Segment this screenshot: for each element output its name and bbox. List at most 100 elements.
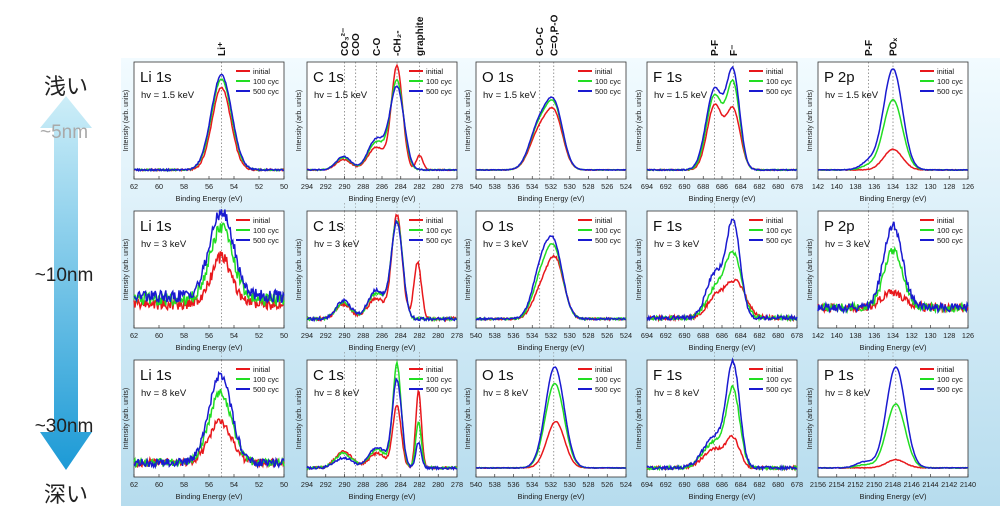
y-axis-label: Intensity (arb. units) [636, 239, 643, 300]
spectrum-panel: 62 60 58 56 54 52 50 Binding Energy (eV) Intensi… [123, 209, 288, 352]
x-tick-label: 536 [507, 331, 519, 340]
x-tick-label: 60 [155, 182, 163, 191]
plot-frame [646, 61, 798, 180]
legend-entry: initial [253, 365, 270, 374]
x-tick-label: 534 [526, 480, 538, 489]
photon-energy-label: hv = 3 keV [141, 239, 187, 250]
x-tick-label: 690 [678, 182, 690, 191]
y-axis-label: Intensity (arb. units) [123, 239, 130, 300]
photon-energy-label: hv = 8 keV [654, 388, 700, 399]
peak-marker-label: P-F [864, 40, 875, 56]
x-tick-label: 128 [943, 331, 955, 340]
x-tick-label: 134 [887, 182, 899, 191]
panel-title: P 2p [824, 69, 855, 86]
x-tick-label: 694 [641, 182, 653, 191]
x-tick-label: 678 [791, 331, 803, 340]
x-tick-label: 686 [716, 182, 728, 191]
x-tick-label: 136 [868, 182, 880, 191]
peak-marker-label: COO [351, 33, 362, 56]
x-tick-label: 126 [962, 331, 974, 340]
x-tick-label: 136 [868, 331, 880, 340]
x-tick-label: 526 [601, 331, 613, 340]
legend-entry: 500 cyc [253, 87, 279, 96]
x-tick-label: 50 [280, 331, 288, 340]
x-tick-label: 286 [376, 331, 388, 340]
legend-entry: 500 cyc [426, 87, 452, 96]
photon-energy-label: hv = 1.5 keV [654, 90, 708, 101]
x-tick-label: 528 [582, 480, 594, 489]
x-axis-label: Binding Energy (eV) [348, 343, 416, 352]
x-tick-label: 2154 [829, 480, 845, 489]
y-axis-label: Intensity (arb. units) [636, 90, 643, 151]
series-line-500-cyc [475, 366, 627, 470]
photon-energy-label: hv = 3 keV [483, 239, 529, 250]
peak-marker-label: F⁻ [729, 45, 740, 56]
x-tick-label: 286 [376, 480, 388, 489]
y-axis-label: Intensity (arb. units) [807, 239, 814, 300]
x-axis-label: Binding Energy (eV) [859, 343, 927, 352]
depth-label-5nm: ~5nm [40, 122, 88, 143]
series-line-500-cyc [475, 234, 627, 322]
x-tick-label: 60 [155, 480, 163, 489]
panel-title: P 1s [824, 367, 854, 384]
series-line-500-cyc [646, 65, 798, 172]
legend-entry: 500 cyc [595, 236, 621, 245]
legend-entry: initial [937, 216, 954, 225]
spectrum-panel: 62 60 58 56 54 52 50 Binding Energy (eV) Intensi… [123, 359, 288, 501]
x-tick-label: 686 [716, 331, 728, 340]
x-axis-label: Binding Energy (eV) [517, 343, 585, 352]
legend-entry: 500 cyc [937, 385, 963, 394]
peak-markers: Li⁺ CO₃²⁻ COO C-O -CH₂- graphite C-O-C C=O,P-O P… [217, 14, 900, 360]
legend-entry: 100 cyc [937, 226, 963, 235]
plot-frame [306, 359, 458, 478]
series-line-500-cyc [133, 209, 285, 304]
panel-title: Li 1s [140, 69, 172, 86]
x-tick-label: 62 [130, 480, 138, 489]
panel-title: O 1s [482, 69, 514, 86]
x-tick-label: 292 [320, 331, 332, 340]
x-tick-label: 292 [320, 182, 332, 191]
photon-energy-label: hv = 1.5 keV [314, 90, 368, 101]
x-tick-label: 128 [943, 182, 955, 191]
x-tick-label: 538 [489, 331, 501, 340]
x-tick-label: 286 [376, 182, 388, 191]
x-tick-label: 142 [812, 331, 824, 340]
x-tick-label: 132 [906, 182, 918, 191]
x-tick-label: 530 [564, 182, 576, 191]
x-tick-label: 686 [716, 480, 728, 489]
y-axis-label: Intensity (arb. units) [807, 90, 814, 151]
series-line-100-cyc [646, 250, 798, 323]
x-tick-label: 284 [395, 331, 407, 340]
x-tick-label: 524 [620, 182, 632, 191]
depth-label-10nm: ~10nm [35, 265, 94, 286]
x-axis-label: Binding Energy (eV) [859, 492, 927, 501]
legend-entry: 500 cyc [595, 385, 621, 394]
x-tick-label: 2140 [960, 480, 976, 489]
series-line-500-cyc [817, 221, 969, 315]
legend-entry: 500 cyc [766, 236, 792, 245]
x-tick-label: 138 [849, 331, 861, 340]
legend-entry: 100 cyc [426, 226, 452, 235]
x-tick-label: 130 [924, 182, 936, 191]
legend-entry: 500 cyc [937, 236, 963, 245]
x-tick-label: 50 [280, 182, 288, 191]
series-line-500-cyc [817, 366, 969, 470]
y-axis-label: Intensity (arb. units) [465, 90, 472, 151]
x-axis-label: Binding Energy (eV) [859, 194, 927, 203]
photon-energy-label: hv = 8 keV [141, 388, 187, 399]
legend-entry: 100 cyc [253, 77, 279, 86]
x-tick-label: 280 [432, 182, 444, 191]
series-line-500-cyc [646, 218, 798, 322]
legend-entry: 100 cyc [253, 226, 279, 235]
legend-entry: 500 cyc [766, 385, 792, 394]
x-tick-label: 280 [432, 480, 444, 489]
x-tick-label: 290 [338, 480, 350, 489]
x-tick-label: 528 [582, 182, 594, 191]
legend-entry: initial [937, 365, 954, 374]
x-tick-label: 526 [601, 182, 613, 191]
legend-entry: 500 cyc [426, 385, 452, 394]
x-tick-label: 62 [130, 331, 138, 340]
depth-arrow-shape [40, 96, 92, 470]
legend-entry: initial [595, 216, 612, 225]
